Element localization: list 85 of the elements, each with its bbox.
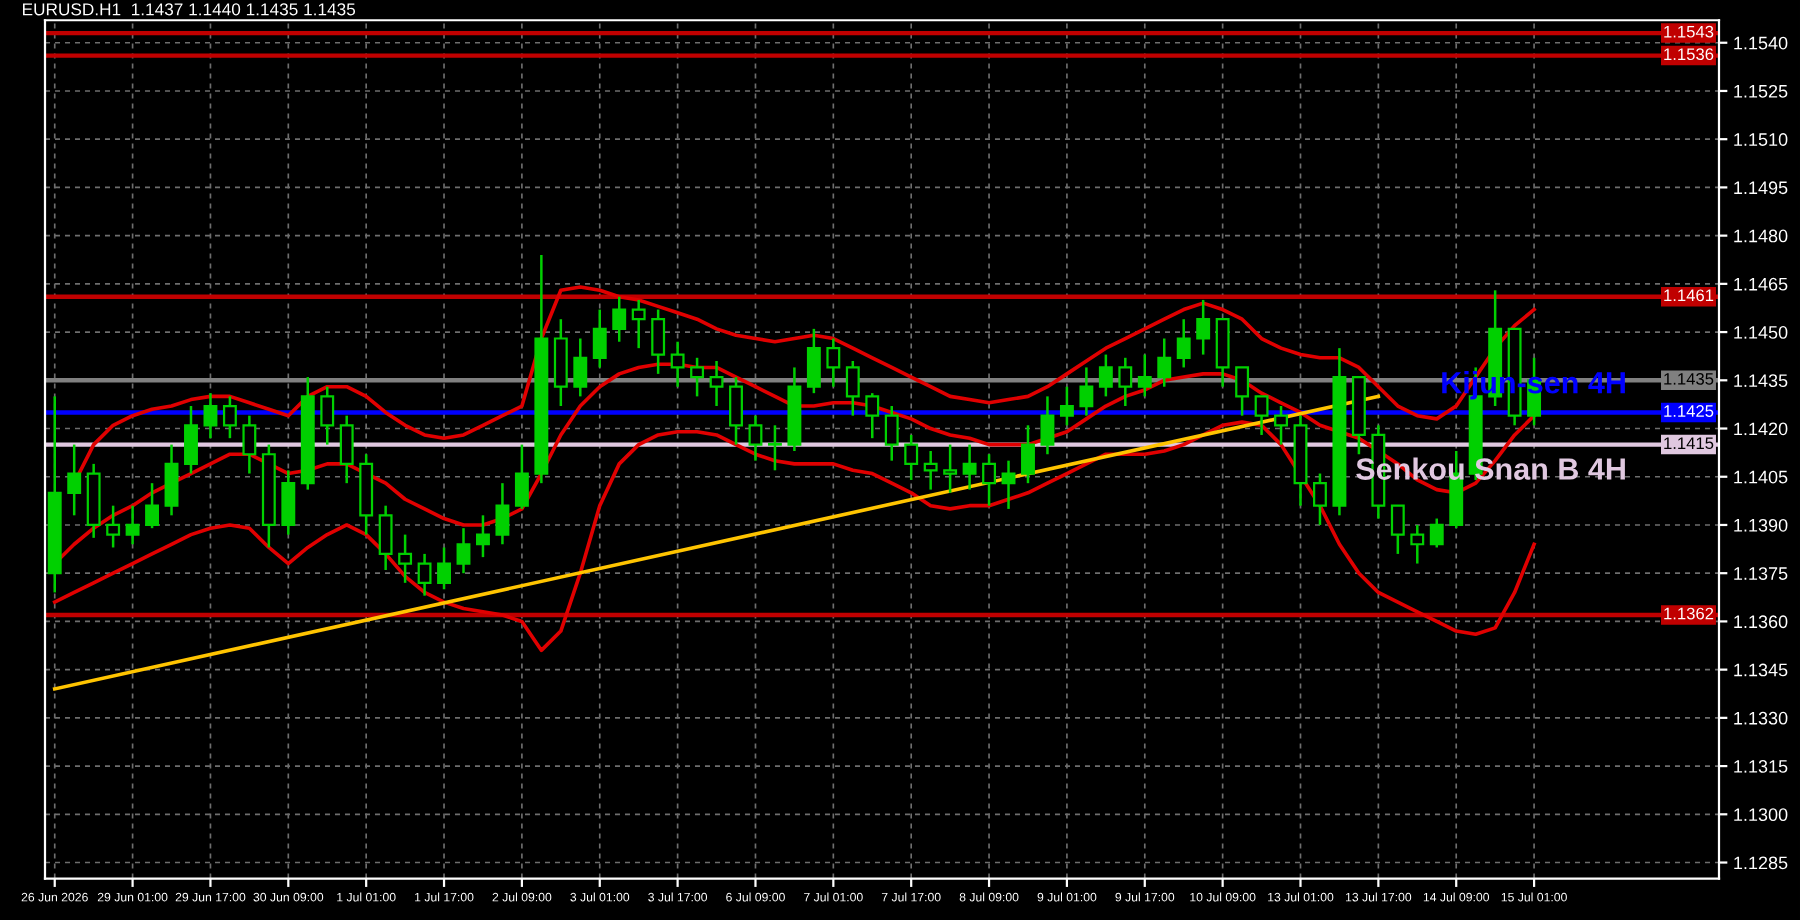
candlestick <box>164 443 179 517</box>
candlestick <box>904 433 919 482</box>
candlestick <box>339 414 354 485</box>
candlestick <box>495 481 510 546</box>
candlestick <box>1410 523 1425 565</box>
ref-line-label: 1.1536 <box>1664 48 1714 61</box>
candlestick <box>1079 366 1094 417</box>
y-tick-label: 1.1435 <box>1734 374 1788 388</box>
ref-line-label: 1.1425 <box>1664 405 1714 417</box>
candlestick <box>456 526 471 575</box>
candlestick <box>378 504 393 572</box>
candlestick <box>962 443 977 491</box>
candlestick <box>203 391 218 440</box>
y-tick-label: 1.1450 <box>1734 326 1788 339</box>
candlestick <box>398 533 413 585</box>
candlestick <box>1157 337 1172 388</box>
y-tick-label: 1.1285 <box>1734 856 1788 870</box>
candlestick <box>1196 298 1211 356</box>
candlestick <box>670 340 685 388</box>
candlestick <box>1137 353 1152 398</box>
y-tick-label: 1.1405 <box>1734 470 1788 484</box>
candlestick <box>865 391 880 440</box>
candlestick <box>612 295 627 343</box>
candlestick <box>1098 353 1113 398</box>
candlestick <box>729 375 743 446</box>
candlestick <box>573 337 588 398</box>
y-tick-label: 1.1525 <box>1734 84 1788 98</box>
candlestick <box>125 504 140 546</box>
y-tick-label: 1.1345 <box>1734 663 1788 677</box>
y-tick-label: 1.1480 <box>1734 229 1788 243</box>
candlestick <box>826 337 841 388</box>
candlestick <box>1429 517 1444 549</box>
candlestick <box>1001 459 1016 511</box>
candlestick <box>1274 404 1288 446</box>
candlestick <box>1059 385 1074 427</box>
candlestick <box>592 308 607 369</box>
y-tick-label: 1.1375 <box>1734 567 1788 580</box>
candlestick <box>437 546 451 591</box>
candlestick <box>514 443 529 511</box>
candlestick <box>943 443 958 495</box>
candlestick <box>884 404 899 462</box>
candlestick <box>320 385 335 446</box>
candlestick <box>1313 472 1327 527</box>
candlestick <box>845 359 860 417</box>
y-tick-label: 1.1510 <box>1734 133 1788 146</box>
y-tick-label: 1.1360 <box>1734 615 1788 629</box>
y-tick-label: 1.1495 <box>1734 181 1788 195</box>
candlestick <box>281 469 296 536</box>
candlestick <box>1118 356 1133 408</box>
candlestick <box>748 414 763 462</box>
ref-line-label: 1.1461 <box>1664 289 1714 302</box>
candlestick <box>242 414 257 475</box>
candlestick <box>145 481 160 530</box>
ref-line-label: 1.1543 <box>1664 25 1714 38</box>
candlestick <box>1390 504 1405 556</box>
candlestick <box>631 298 646 350</box>
ref-line-label: 1.1435 <box>1664 372 1714 385</box>
candlestick <box>690 356 705 398</box>
candlestick <box>106 504 121 549</box>
candlestick <box>982 452 997 507</box>
candlestick <box>1235 366 1250 417</box>
candlestick <box>67 443 82 517</box>
candlestick <box>1254 395 1269 437</box>
candlestick <box>806 327 821 395</box>
y-tick-label: 1.1300 <box>1734 808 1788 822</box>
y-tick-label: 1.1465 <box>1734 277 1788 291</box>
candlestick <box>184 404 198 475</box>
candlestick <box>709 359 724 408</box>
candlestick <box>1176 317 1191 369</box>
y-tick-label: 1.1420 <box>1734 422 1788 436</box>
y-tick-label: 1.1540 <box>1734 36 1788 50</box>
ref-line-label: 1.1415 <box>1664 437 1714 450</box>
candlestick <box>222 395 237 440</box>
y-tick-label: 1.1330 <box>1734 711 1788 725</box>
candlestick <box>767 424 782 472</box>
y-tick-label: 1.1390 <box>1734 518 1788 532</box>
candlestick <box>1040 395 1055 456</box>
candlestick <box>923 449 938 491</box>
candlestick <box>476 514 490 559</box>
candlestick <box>651 308 666 376</box>
ref-line-label: 1.1362 <box>1664 607 1714 620</box>
candlestick <box>1021 424 1035 485</box>
candlestick <box>417 552 432 597</box>
chart-title: EURUSD.H1 1.1437 1.1440 1.1435 1.1435 <box>23 3 356 16</box>
y-tick-label: 1.1315 <box>1734 760 1788 773</box>
